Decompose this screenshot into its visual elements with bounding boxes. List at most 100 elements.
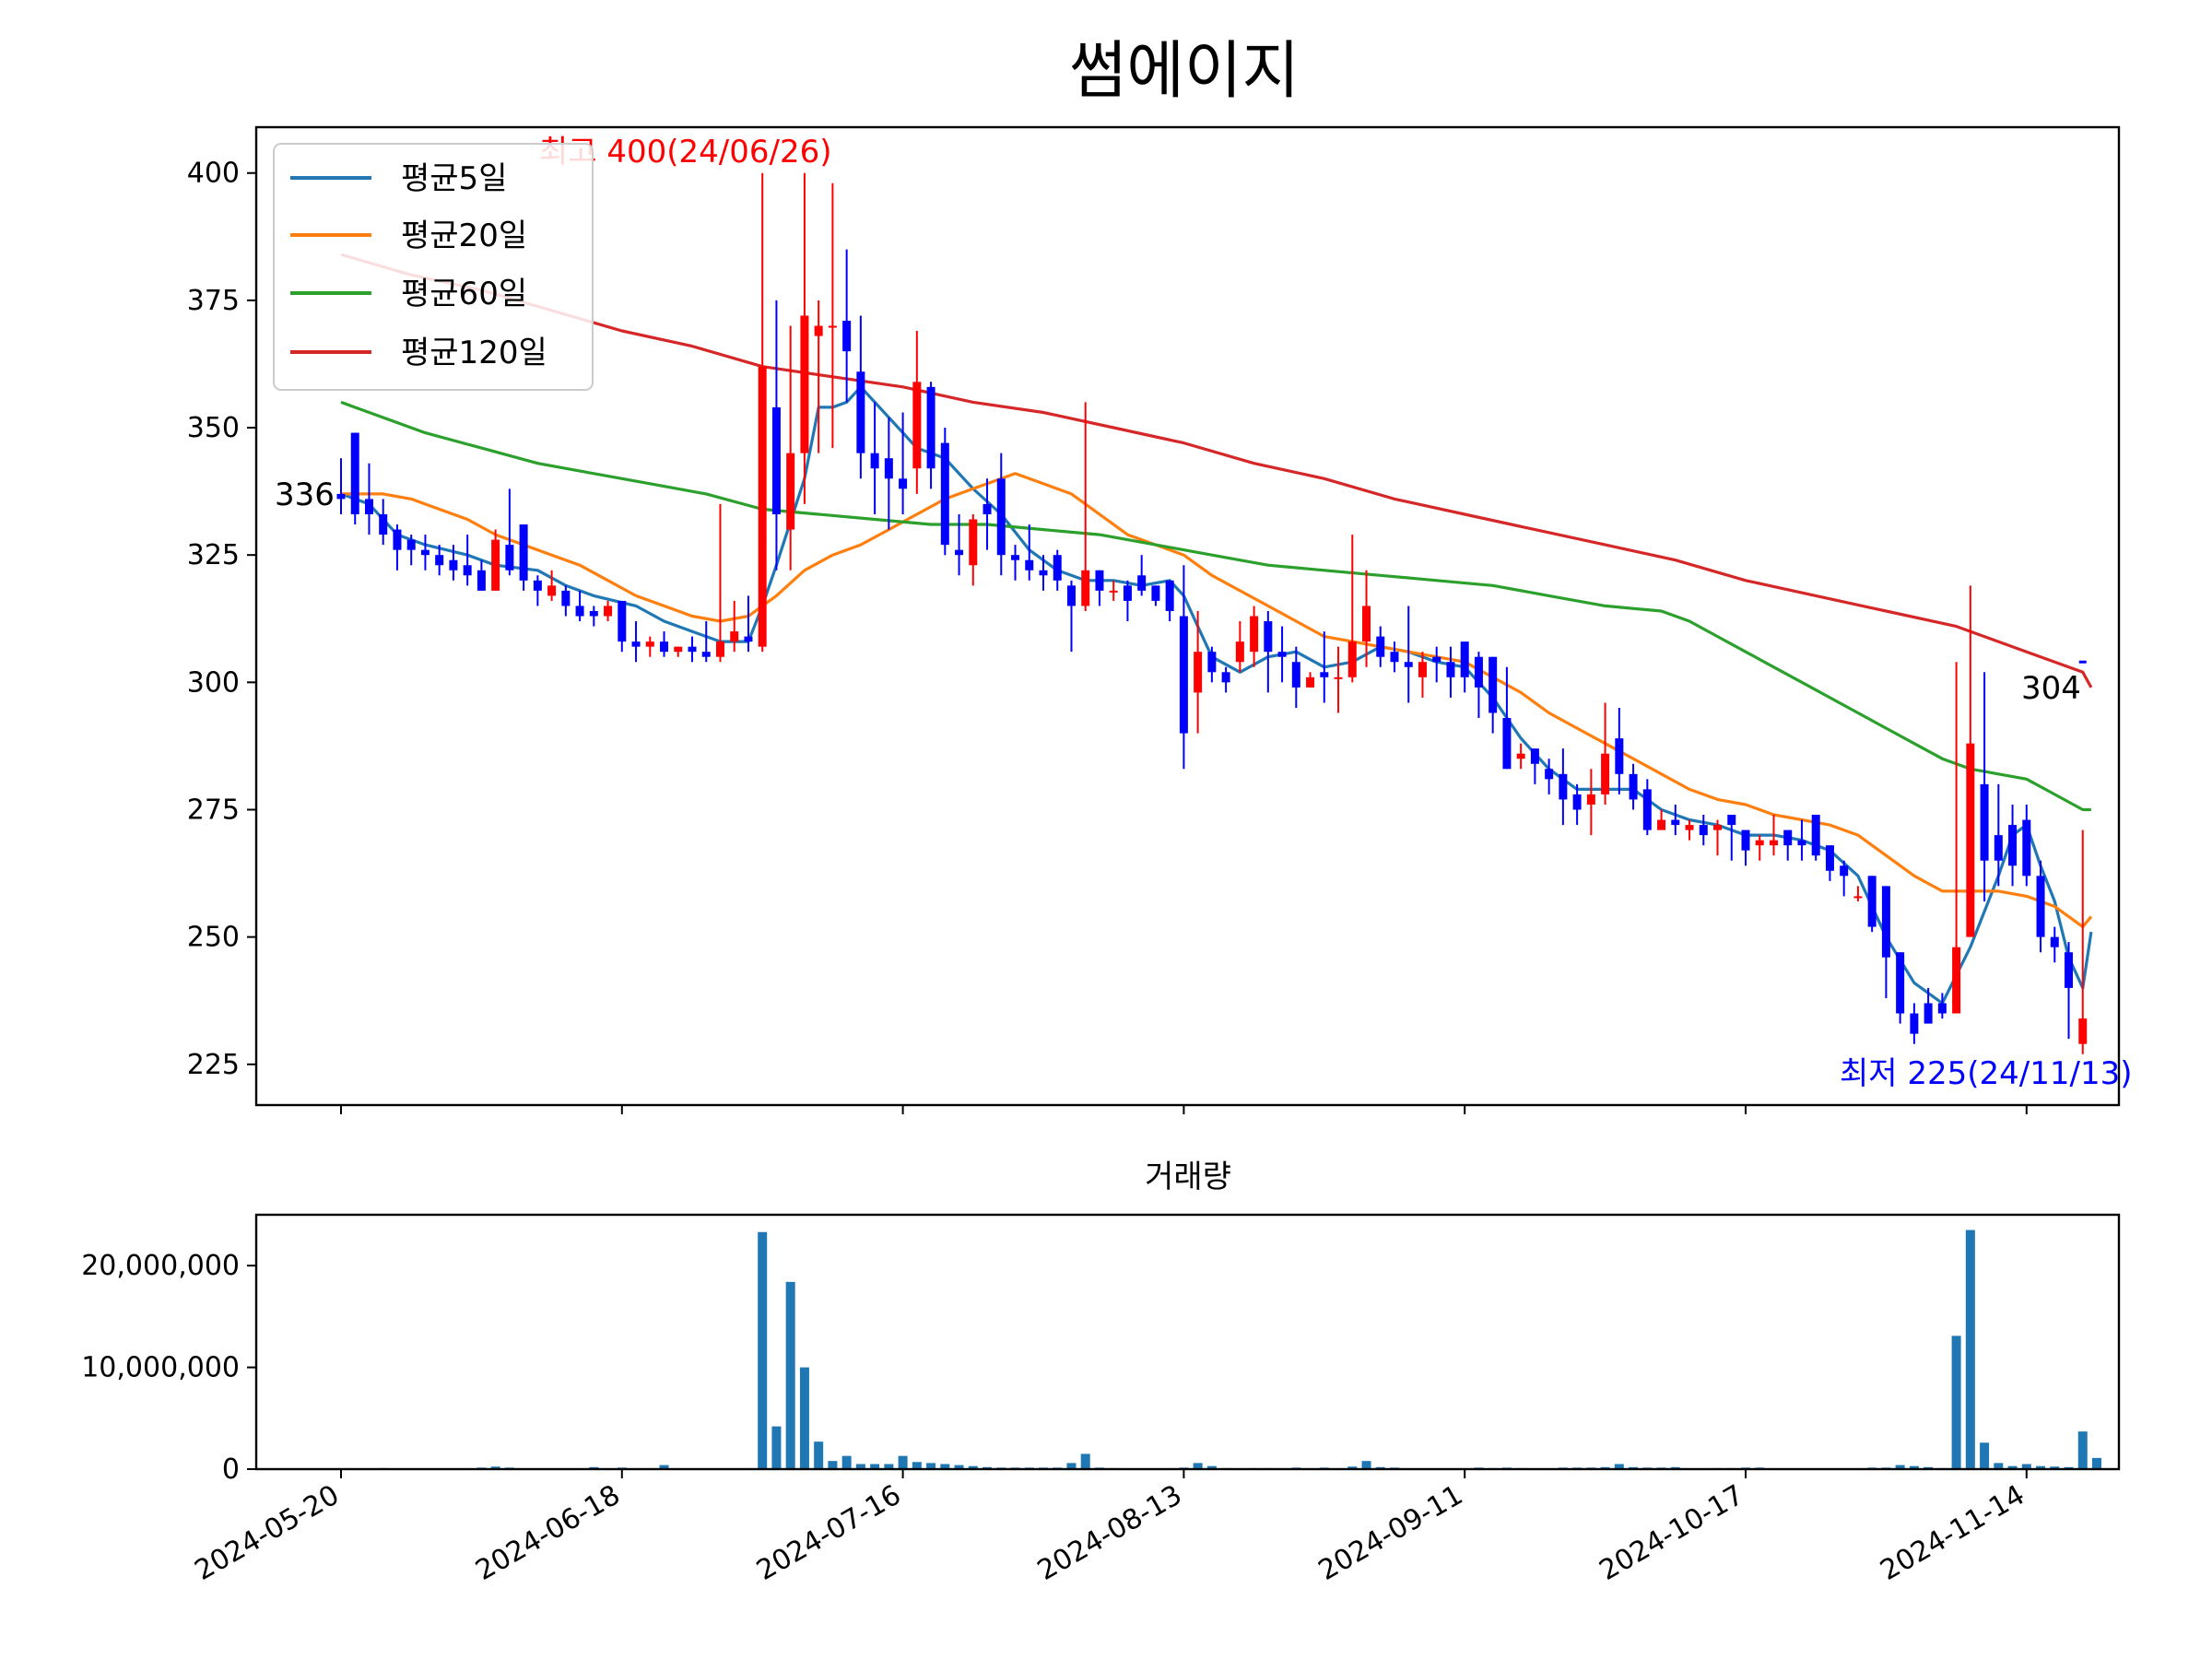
candle-body [2036, 876, 2045, 937]
candle-body [1432, 656, 1441, 663]
candle-body [1797, 840, 1806, 846]
candle-body [1994, 835, 2003, 861]
candle-body [1376, 636, 1385, 657]
volume-bar [912, 1462, 922, 1469]
price-y-tick-label: 325 [187, 539, 240, 571]
candle-body [688, 646, 697, 653]
volume-bar [1909, 1465, 1919, 1469]
date-tick-label: 2024-07-16 [751, 1479, 906, 1587]
candle-body [1194, 652, 1203, 693]
candle-body [1741, 830, 1750, 851]
candle-body [406, 539, 416, 550]
candle-body [604, 606, 613, 617]
candle-body [828, 325, 837, 328]
candle-body [1362, 606, 1371, 642]
candle-body [1460, 641, 1469, 677]
candle-body [1671, 819, 1680, 826]
volume-bar [2077, 1431, 2088, 1469]
candle-body [1053, 555, 1062, 581]
candle-body [1559, 773, 1568, 800]
candle-body [1980, 783, 1989, 861]
candle-body [1418, 662, 1427, 677]
candle-body [435, 555, 444, 566]
candle-body [1867, 876, 1877, 927]
volume-bar [1895, 1465, 1905, 1469]
candle-body [449, 559, 458, 571]
volume-bar [1206, 1465, 1217, 1469]
volume-bar [855, 1464, 865, 1469]
candle-body [800, 315, 809, 453]
candle-body [575, 606, 584, 617]
candle-body [2050, 936, 2059, 947]
chart-title: 썸에이지 [1069, 35, 1300, 108]
volume-bar [968, 1465, 978, 1469]
volume-bar [1066, 1463, 1077, 1469]
volume-bar [954, 1465, 964, 1469]
candle-body [1334, 677, 1343, 679]
candle-body [1320, 672, 1329, 677]
candle-body [1530, 748, 1539, 764]
candle-body [1881, 886, 1890, 958]
candle-body [336, 493, 346, 500]
volume-bar [814, 1441, 824, 1469]
volume-bar [490, 1466, 500, 1469]
price-axes-frame [254, 125, 2121, 1107]
candle-body [1657, 819, 1666, 830]
candle-body [2065, 952, 2074, 988]
candle-body [1629, 773, 1638, 800]
date-tick-label: 2024-08-13 [1032, 1479, 1187, 1587]
candle-body [645, 641, 654, 647]
candle-body [940, 442, 949, 546]
candle-body [519, 524, 528, 581]
candle-body [589, 610, 598, 617]
candle-body [1151, 585, 1160, 601]
volume-y-axis: 0 10,000,000 20,000,000 [81, 1250, 256, 1486]
candle-body [1039, 570, 1048, 576]
volume-bar [1347, 1466, 1358, 1469]
volume-bar [2092, 1457, 2101, 1469]
date-tick-label: 2024-09-11 [1313, 1479, 1468, 1587]
price-y-tick-label: 375 [187, 285, 240, 317]
volume-bar [1951, 1335, 1961, 1469]
candle-body [1291, 662, 1300, 688]
volume-bar [799, 1367, 809, 1469]
volume-bar [1994, 1463, 2004, 1469]
candle-body [1615, 738, 1624, 774]
volume-bar [2021, 1464, 2031, 1469]
candle-body [463, 565, 472, 576]
candle-body [2022, 819, 2031, 877]
legend-label-ma5: 평균5일 [401, 160, 507, 197]
candle-body [1306, 677, 1315, 688]
candle-body [996, 478, 1006, 556]
volume-bar [1361, 1461, 1371, 1469]
volume-bar [1193, 1463, 1203, 1469]
volume-bar [1080, 1453, 1090, 1469]
candle-body [674, 646, 683, 653]
candle-body [856, 371, 865, 453]
candle-body [1896, 952, 1905, 1014]
candle-body [1207, 652, 1217, 673]
candle-body [1066, 585, 1076, 606]
volume-bar [2036, 1465, 2046, 1469]
legend-label-ma60: 평균60일 [401, 276, 527, 312]
candle-body [701, 652, 711, 657]
candle-body [618, 600, 627, 642]
legend-label-ma120: 평균120일 [401, 335, 547, 371]
price-y-tick-label: 275 [187, 794, 240, 826]
candle-body [1811, 815, 1820, 856]
candle-body [758, 366, 767, 647]
first-close-label: 336 [275, 477, 335, 513]
volume-bar [940, 1464, 950, 1469]
candle-body [1137, 575, 1147, 591]
candle-body [786, 453, 795, 530]
candle-body [969, 519, 978, 566]
volume-bar [841, 1455, 852, 1469]
candle-body [1840, 865, 1849, 877]
volume-bar [1614, 1464, 1624, 1469]
candle-body [1011, 555, 1020, 560]
candle-body [1937, 1003, 1947, 1014]
candle-body [1390, 652, 1399, 663]
candle-body [1109, 590, 1118, 593]
candle-body [660, 641, 669, 653]
